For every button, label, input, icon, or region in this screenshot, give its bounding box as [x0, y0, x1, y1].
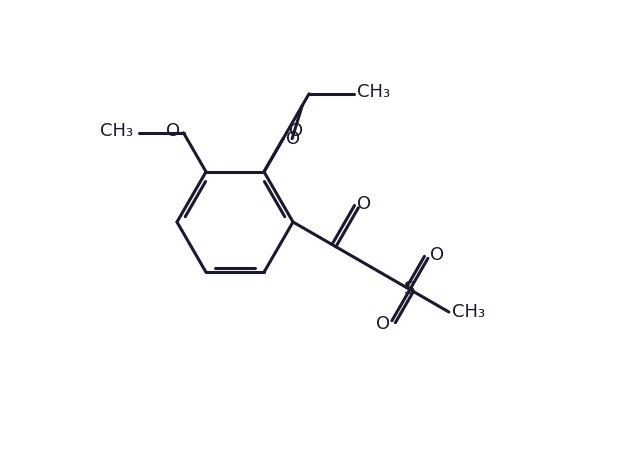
Text: S: S: [404, 281, 415, 298]
Text: CH₃: CH₃: [452, 303, 486, 321]
Text: O: O: [430, 246, 444, 264]
Text: CH₃: CH₃: [100, 122, 133, 140]
Text: O: O: [289, 122, 303, 140]
Text: CH₃: CH₃: [357, 83, 390, 101]
Text: O: O: [376, 315, 390, 333]
Text: O: O: [286, 130, 300, 148]
Text: O: O: [357, 195, 372, 212]
Text: O: O: [166, 122, 180, 140]
